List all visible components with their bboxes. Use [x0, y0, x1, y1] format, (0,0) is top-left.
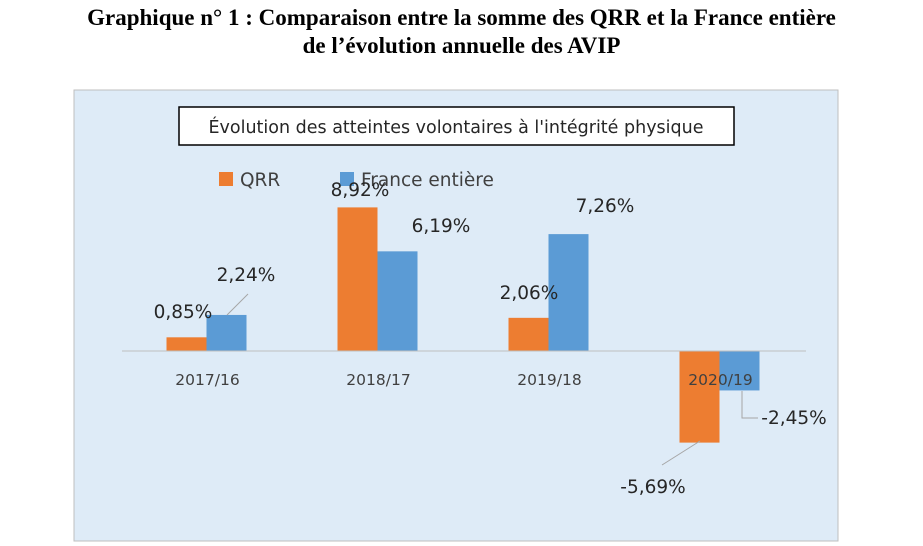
legend-swatch-0 [219, 172, 233, 186]
bar-1-0 [337, 207, 378, 351]
legend-label-0: QRR [240, 170, 280, 191]
figure-heading-line-1: Graphique n° 1 : Comparaison entre la so… [87, 5, 836, 30]
legend-swatch-1 [340, 172, 354, 186]
bar-2-1 [548, 234, 589, 351]
leader-line-2017-france [226, 293, 249, 316]
chart-title-box [178, 106, 735, 146]
chart-title: Évolution des atteintes volontaires à l'… [208, 116, 703, 138]
data-label-2-0: 2,06% [500, 283, 559, 304]
x-tick-labels: 2017/16 2018/17 2019/18 2020/19 [175, 371, 752, 389]
data-label-3-0: -5,69% [620, 477, 685, 498]
x-tick-label-2: 2019/18 [517, 371, 581, 389]
legend-label-1: France entière [361, 170, 494, 191]
data-label-1-1: 6,19% [412, 216, 471, 237]
data-label-2-1: 7,26% [576, 196, 635, 217]
bar-0-0 [166, 337, 207, 351]
figure-heading-line-2: de l’évolution annuelle des AVIP [302, 33, 621, 58]
data-labels: 0,85% 8,92% 2,06% -5,69% 2,24% 6,19% 7,26% -2,4… [154, 180, 827, 498]
bar-2-0 [508, 317, 549, 351]
data-label-0-1: 2,24% [217, 265, 276, 286]
bar-1-1 [377, 251, 418, 351]
data-label-3-1: -2,45% [761, 408, 826, 429]
figure-heading: Graphique n° 1 : Comparaison entre la so… [0, 4, 923, 60]
x-tick-label-1: 2018/17 [346, 371, 410, 389]
leader-line-2020-qrr [661, 440, 701, 466]
data-label-0-0: 0,85% [154, 302, 213, 323]
leader-lines [226, 293, 758, 466]
bar-0-1 [206, 314, 247, 351]
bar-3-0 [679, 351, 720, 443]
chart-area [73, 89, 839, 542]
bar-3-1 [719, 351, 760, 391]
bars-layer [166, 207, 760, 443]
data-label-1-0: 8,92% [331, 180, 390, 201]
x-tick-label-3: 2020/19 [688, 371, 752, 389]
x-tick-label-0: 2017/16 [175, 371, 239, 389]
legend: QRR France entière [219, 170, 494, 191]
leader-line-2020-france [741, 391, 758, 419]
